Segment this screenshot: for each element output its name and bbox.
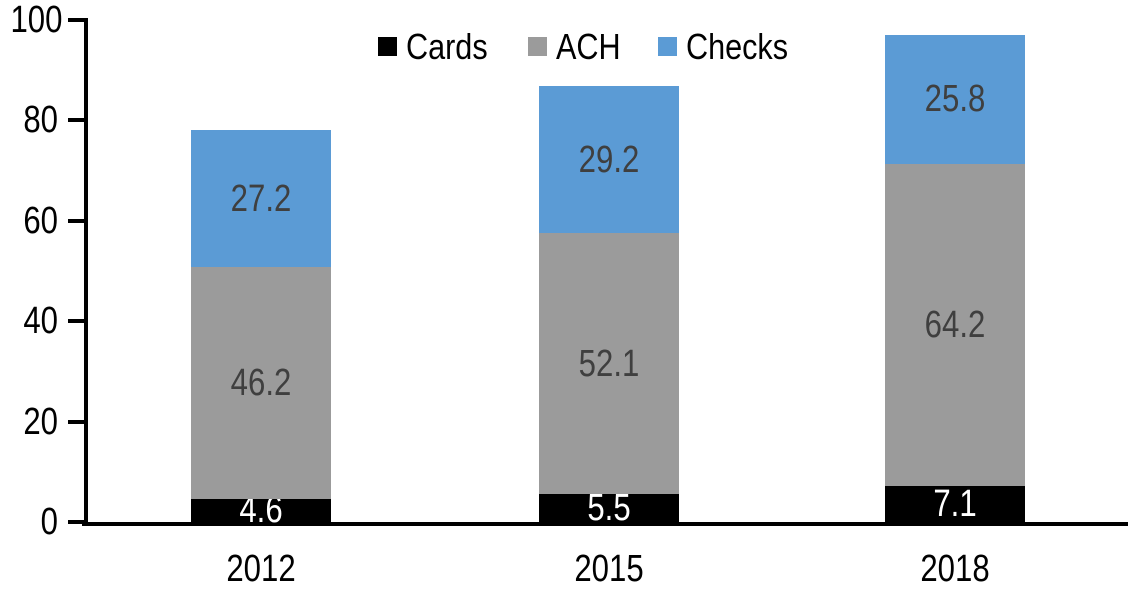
legend-label-checks: Checks	[686, 25, 789, 67]
bar-segment-checks-2012: 27.2	[191, 130, 331, 267]
bar-segment-checks-2018: 25.8	[885, 34, 1025, 165]
legend-item-checks: Checks	[658, 25, 806, 67]
bar-segment-ach-2015: 52.1	[539, 232, 679, 495]
y-axis-tick-label: 80	[23, 99, 58, 142]
y-axis-tick-label: 0	[40, 501, 58, 543]
legend-item-cards: Cards	[378, 25, 502, 67]
data-label-ach-2012: 46.2	[230, 361, 292, 404]
y-axis-tick	[68, 319, 84, 324]
y-axis-tick-label: 60	[23, 199, 58, 242]
x-axis-label-2015: 2015	[574, 548, 644, 590]
legend-label-cards: Cards	[406, 25, 488, 67]
checks-swatch-icon	[658, 37, 678, 56]
y-axis-tick-label: 100	[10, 0, 63, 41]
ach-swatch-icon	[528, 37, 548, 56]
y-axis-tick	[68, 419, 84, 424]
y-axis-line	[84, 18, 88, 526]
legend-label-ach: ACH	[556, 25, 621, 67]
data-label-checks-2015: 29.2	[578, 138, 640, 181]
data-label-checks-2018: 25.8	[924, 78, 986, 121]
bar-segment-ach-2012: 46.2	[191, 267, 331, 499]
y-axis-tick	[68, 18, 84, 22]
y-axis-tick	[68, 118, 84, 123]
bar-segment-cards-2015: 5.5	[539, 489, 679, 527]
bar-segment-cards-2012: 4.6	[191, 491, 331, 529]
y-axis-tick-label: 20	[23, 400, 58, 443]
data-label-cards-2015: 5.5	[587, 487, 631, 530]
bar-segment-checks-2015: 29.2	[539, 86, 679, 233]
data-label-cards-2018: 7.1	[933, 483, 977, 526]
y-axis-tick-label: 40	[23, 300, 58, 343]
data-label-ach-2018: 64.2	[924, 304, 986, 347]
legend-item-ach: ACH	[528, 25, 632, 67]
bar-segment-cards-2018: 7.1	[885, 483, 1025, 526]
x-axis-line	[82, 522, 1128, 526]
data-label-checks-2012: 27.2	[230, 177, 292, 220]
bar-segment-ach-2018: 64.2	[885, 164, 1025, 487]
y-axis-tick	[68, 218, 84, 223]
cards-swatch-icon	[378, 37, 397, 56]
y-axis-tick	[68, 520, 84, 524]
data-label-ach-2015: 52.1	[578, 342, 640, 385]
legend: Cards ACH Checks	[378, 28, 806, 65]
x-axis-label-2012: 2012	[226, 548, 296, 590]
x-axis-label-2018: 2018	[920, 548, 990, 590]
